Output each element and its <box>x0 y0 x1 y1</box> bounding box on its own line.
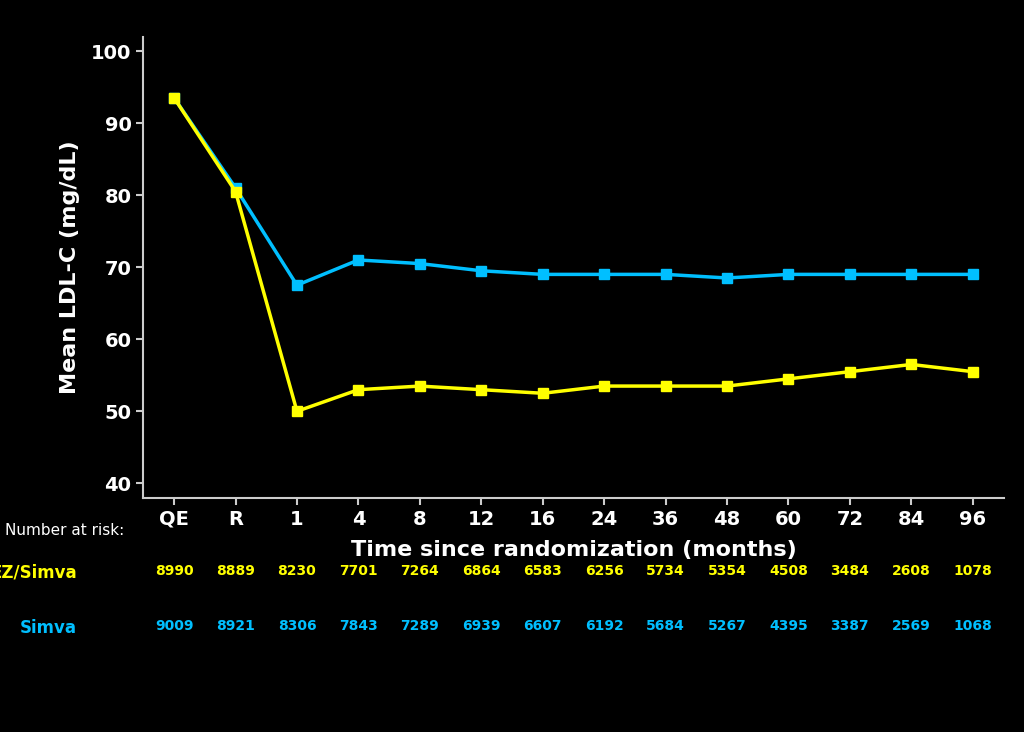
Text: 8306: 8306 <box>278 619 316 632</box>
Text: 7843: 7843 <box>339 619 378 632</box>
Text: 7701: 7701 <box>339 564 378 578</box>
Text: 6583: 6583 <box>523 564 562 578</box>
X-axis label: Time since randomization (months): Time since randomization (months) <box>350 539 797 560</box>
Text: 7264: 7264 <box>400 564 439 578</box>
Text: 1078: 1078 <box>953 564 992 578</box>
Text: 7289: 7289 <box>400 619 439 632</box>
Text: 3484: 3484 <box>830 564 869 578</box>
Text: 5734: 5734 <box>646 564 685 578</box>
Text: 4395: 4395 <box>769 619 808 632</box>
Text: 5267: 5267 <box>708 619 746 632</box>
Text: 6192: 6192 <box>585 619 624 632</box>
Text: Number at risk:: Number at risk: <box>5 523 124 538</box>
Text: 8889: 8889 <box>216 564 255 578</box>
Text: 6256: 6256 <box>585 564 624 578</box>
Text: 2569: 2569 <box>892 619 931 632</box>
Text: Simva: Simva <box>19 619 77 637</box>
Text: 5354: 5354 <box>708 564 746 578</box>
Text: 2608: 2608 <box>892 564 931 578</box>
Text: 5684: 5684 <box>646 619 685 632</box>
Text: 6939: 6939 <box>462 619 501 632</box>
Text: 6607: 6607 <box>523 619 562 632</box>
Text: 6864: 6864 <box>462 564 501 578</box>
Text: 1068: 1068 <box>953 619 992 632</box>
Text: 8990: 8990 <box>155 564 194 578</box>
Text: EZ/Simva: EZ/Simva <box>0 564 77 582</box>
Y-axis label: Mean LDL-C (mg/dL): Mean LDL-C (mg/dL) <box>60 141 80 394</box>
Text: 4508: 4508 <box>769 564 808 578</box>
Text: 3387: 3387 <box>830 619 869 632</box>
Text: 9009: 9009 <box>155 619 194 632</box>
Text: 8230: 8230 <box>278 564 316 578</box>
Text: 8921: 8921 <box>216 619 255 632</box>
